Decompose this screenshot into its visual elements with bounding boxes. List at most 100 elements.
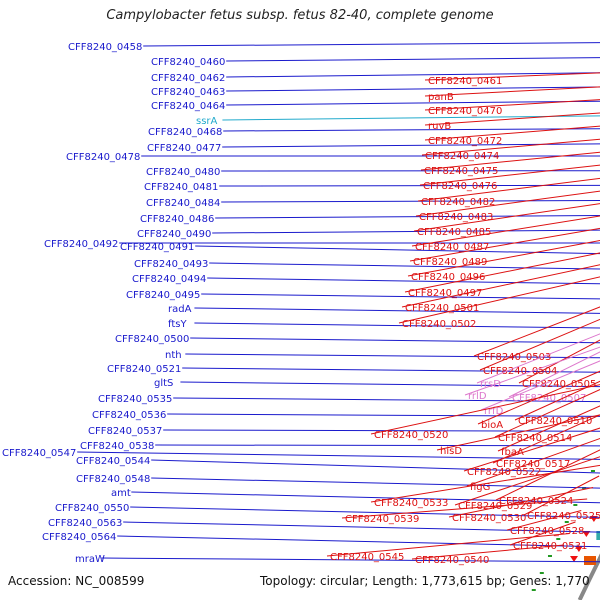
gene-label-right: CFF8240_0485 [417, 227, 491, 238]
gene-leader-line [151, 459, 600, 474]
gene-label-left: CFF8240_0550 [55, 503, 129, 514]
gene-label-right: CFF8240_0510 [518, 416, 592, 427]
gene-label-right: CFF8240_0507 [512, 393, 586, 404]
gene-label-right: CFF8240_0533 [374, 498, 448, 509]
gene-leader-line [370, 464, 600, 503]
gene-label-right: CFF8240_0517 [496, 459, 570, 470]
gene-label-left: CFF8240_0490 [137, 229, 211, 240]
gene-label-left: gltS [154, 378, 173, 389]
gene-label-right: hisD [440, 446, 462, 457]
gene-leader-line [163, 429, 600, 432]
gene-label-left: CFF8240_0548 [76, 474, 150, 485]
gene-label-right: CFF8240_0530 [452, 513, 526, 524]
gene-leader-line [421, 138, 600, 156]
gene-leader-line [222, 143, 600, 148]
gene-label-right: fbaA [501, 447, 524, 458]
gene-leader-line [212, 229, 600, 234]
gene-label-left: CFF8240_0535 [98, 394, 172, 405]
gene-label-right: ruvB [428, 121, 451, 132]
gene-leader-line [185, 353, 600, 359]
gene-leader-line [464, 346, 600, 396]
gene-label-left: CFF8240_0493 [134, 259, 208, 270]
ring-tick-outer [539, 572, 544, 574]
gene-leader-line [326, 533, 570, 557]
gene-label-right: bioA [481, 420, 503, 431]
gene-leader-line [401, 264, 600, 308]
gene-leader-line [143, 42, 600, 47]
gene-leader-line [518, 339, 600, 384]
gene-leader-line [419, 164, 600, 186]
gene-leader-line [190, 337, 600, 344]
gene-label-right: CFF8240_0503 [477, 352, 551, 363]
gene-label-left: CFF8240_0538 [80, 441, 154, 452]
gene-label-left: ftsY [168, 319, 187, 330]
gene-leader-line [77, 451, 600, 460]
gene-label-right: rrsD [480, 379, 501, 390]
gene-leader-line [167, 413, 600, 417]
gene-leader-line [420, 151, 600, 171]
gene-leader-line [226, 72, 600, 78]
gene-label-left: CFF8240_0491 [120, 242, 194, 253]
gene-label-left: CFF8240_0537 [88, 426, 162, 437]
gene-leader-line [195, 245, 600, 255]
gene-label-left: CFF8240_0484 [146, 198, 220, 209]
gene-label-left: CFF8240_0458 [68, 42, 142, 53]
gene-label-right: CFF8240_0487 [415, 242, 489, 253]
gene-leader-line [477, 370, 600, 425]
genome-backbone [577, 553, 600, 600]
gene-leader-line [370, 384, 600, 435]
gene-label-right: CFF8240_0540 [415, 555, 489, 566]
gene-label-right: flgG [470, 482, 490, 493]
gene-leader-line [180, 381, 600, 388]
gene-label-left: CFF8240_0544 [76, 456, 150, 467]
gene-leader-line [494, 388, 600, 438]
gene-leader-line [209, 262, 600, 270]
gene-leader-line [436, 414, 600, 451]
gene-label-left: CFF8240_0536 [92, 410, 166, 421]
gene-label-left: CFF8240_0478 [66, 152, 140, 163]
gene-leader-line [194, 322, 600, 329]
ring-tick-outer [531, 589, 536, 591]
gene-label-left: CFF8240_0462 [151, 73, 225, 84]
gene-leader-line [151, 477, 600, 489]
gene-label-right: CFF8240_0514 [498, 433, 572, 444]
gene-leader-line [424, 86, 600, 97]
gene-block [596, 531, 600, 540]
gene-label-right: CFF8240_0504 [483, 366, 557, 377]
gene-leader-line [463, 427, 600, 472]
gene-label-left: CFF8240_0564 [42, 532, 116, 543]
gene-leader-line [341, 498, 588, 519]
gene-leader-line [226, 86, 600, 92]
gene-leader-line [506, 510, 582, 531]
gene-leader-line [497, 405, 600, 452]
gene-label-right: CFF8240_0520 [374, 430, 448, 441]
gene-leader-line [407, 240, 600, 277]
gene-leader-line [509, 521, 576, 546]
gene-label-left: CFF8240_0486 [140, 214, 214, 225]
gene-label-left: ssrA [196, 116, 218, 127]
gene-leader-line [123, 521, 600, 533]
gene-label-left: CFF8240_0500 [115, 334, 189, 345]
gene-label-right: CFF8240_0502 [402, 319, 476, 330]
gene-leader-line [473, 306, 600, 357]
gene-label-right: CFF8240_0474 [425, 151, 499, 162]
reverse-gene-arrow [574, 546, 583, 552]
gene-label-right: CFF8240_0461 [428, 76, 502, 87]
gene-label-left: radA [168, 304, 192, 315]
gene-leader-line [508, 351, 600, 398]
gene-leader-line [454, 456, 600, 506]
gene-label-left: CFF8240_0547 [2, 448, 76, 459]
gene-leader-line [226, 57, 600, 62]
reverse-gene-arrow [570, 556, 579, 562]
gene-leader-line [194, 307, 600, 314]
ring-tick-outer [564, 521, 569, 523]
gene-label-left: CFF8240_0492 [44, 239, 118, 250]
gene-leader-line [404, 252, 600, 293]
gene-label-right: CFF8240_0482 [421, 197, 495, 208]
genome-summary: Topology: circular; Length: 1,773,615 bp… [260, 574, 590, 588]
gene-leader-line [411, 215, 600, 247]
ring-tick-outer [556, 538, 561, 540]
ring-tick-outer [547, 555, 552, 557]
